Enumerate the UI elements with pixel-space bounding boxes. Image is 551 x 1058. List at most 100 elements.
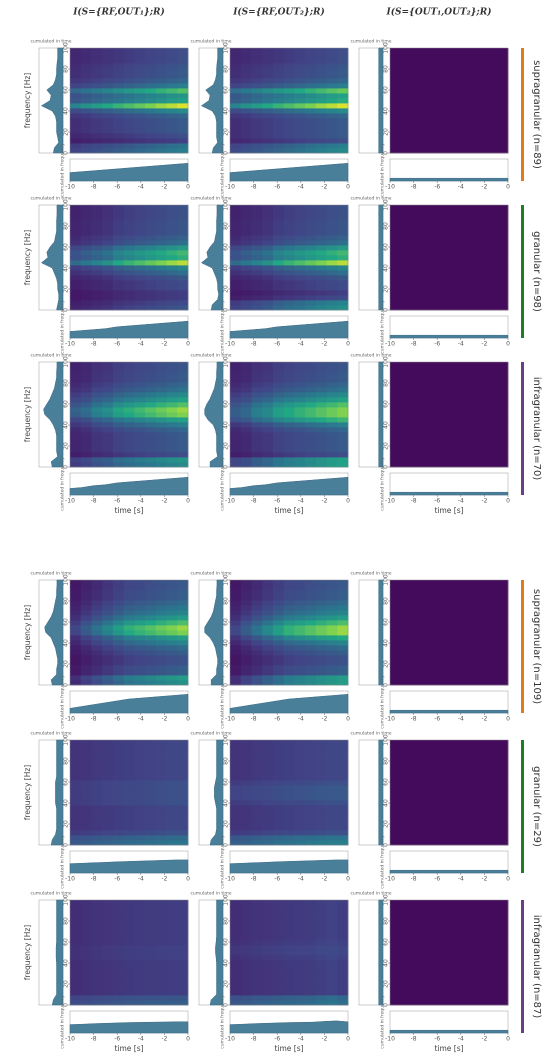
heatmap-cell — [145, 795, 156, 800]
heatmap-cell — [454, 940, 465, 945]
heatmap-cell — [337, 625, 348, 630]
heatmap-cell — [102, 290, 113, 295]
heatmap-cell — [262, 295, 273, 300]
x-tick-label: -10 — [225, 876, 235, 883]
heatmap-cell — [411, 595, 422, 600]
heatmap-cell — [124, 230, 135, 235]
heatmap-cell — [465, 240, 476, 245]
heatmap-cell — [465, 620, 476, 625]
heatmap-cell — [476, 620, 487, 625]
heatmap-cell — [230, 925, 241, 930]
heatmap-cell — [145, 585, 156, 590]
heatmap-cell — [81, 935, 92, 940]
heatmap-cell — [327, 955, 338, 960]
heatmap-cell — [262, 625, 273, 630]
heatmap-cell — [497, 650, 508, 655]
heatmap-cell — [316, 93, 327, 98]
heatmap-cell — [476, 760, 487, 765]
heatmap-cell — [167, 53, 178, 58]
heatmap-cell — [70, 362, 81, 367]
heatmap-cell — [284, 935, 295, 940]
heatmap-cell — [145, 640, 156, 645]
heatmap-cell — [145, 53, 156, 58]
heatmap-cell — [177, 585, 188, 590]
heatmap-cell — [70, 432, 81, 437]
heatmap-cell — [390, 630, 401, 635]
heatmap-cell — [262, 300, 273, 305]
heatmap-cell — [102, 955, 113, 960]
heatmap-cell — [444, 133, 455, 138]
heatmap-cell — [167, 775, 178, 780]
heatmap-cell — [81, 1000, 92, 1005]
heatmap-cell — [454, 675, 465, 680]
heatmap-cell — [294, 367, 305, 372]
heatmap-cell — [465, 615, 476, 620]
x-tick-label: -4 — [298, 184, 304, 191]
heatmap-cell — [145, 437, 156, 442]
heatmap-cell — [454, 840, 465, 845]
heatmap-cell — [113, 58, 124, 63]
heatmap-cell — [497, 48, 508, 53]
heatmap-cell — [465, 93, 476, 98]
heatmap-cell — [167, 840, 178, 845]
heatmap-cell — [167, 675, 178, 680]
heatmap-cell — [167, 235, 178, 240]
heatmap-cell — [262, 53, 273, 58]
heatmap-cell — [102, 275, 113, 280]
heatmap-cell — [102, 362, 113, 367]
heatmap-cell — [262, 630, 273, 635]
heatmap-cell — [70, 462, 81, 467]
heatmap-cell — [134, 805, 145, 810]
heatmap-cell — [305, 615, 316, 620]
heatmap-cell — [327, 825, 338, 830]
heatmap-cell — [284, 590, 295, 595]
heatmap-cell — [134, 765, 145, 770]
heatmap-cell — [454, 432, 465, 437]
heatmap-cell — [305, 225, 316, 230]
heatmap-cell — [124, 53, 135, 58]
heatmap-cell — [102, 138, 113, 143]
heatmap-cell — [444, 745, 455, 750]
y-tick-label: 40 — [383, 799, 390, 807]
heatmap-cell — [230, 220, 241, 225]
heatmap-cell — [262, 88, 273, 93]
x-tick-label: -2 — [481, 1036, 487, 1043]
heatmap-cell — [454, 950, 465, 955]
heatmap-cell — [316, 620, 327, 625]
heatmap-cell — [145, 397, 156, 402]
heatmap-cell — [433, 580, 444, 585]
heatmap-cell — [241, 68, 252, 73]
heatmap-cell — [113, 645, 124, 650]
heatmap-cell — [487, 462, 498, 467]
heatmap-cell — [91, 740, 102, 745]
y-tick-label: 40 — [63, 421, 70, 429]
heatmap-cell — [262, 940, 273, 945]
heatmap-cell — [487, 665, 498, 670]
heatmap-cell — [327, 785, 338, 790]
heatmap-cell — [241, 295, 252, 300]
heatmap-cell — [476, 245, 487, 250]
heatmap-cell — [156, 635, 167, 640]
heatmap-cell — [497, 660, 508, 665]
heatmap-cell — [411, 427, 422, 432]
heatmap-cell — [91, 108, 102, 113]
heatmap-cell — [124, 138, 135, 143]
heatmap-cell — [305, 985, 316, 990]
heatmap-cell — [422, 402, 433, 407]
y-tick-label: 80 — [383, 757, 390, 765]
heatmap-cell — [390, 103, 401, 108]
heatmap-cell — [241, 148, 252, 153]
heatmap-cell — [284, 265, 295, 270]
y-axis-label: frequency [Hz] — [23, 230, 32, 286]
heatmap-cell — [401, 225, 412, 230]
heatmap-cell — [91, 940, 102, 945]
heatmap-cell — [422, 372, 433, 377]
heatmap-cell — [401, 990, 412, 995]
heatmap-cell — [337, 138, 348, 143]
heatmap-cell — [305, 945, 316, 950]
heatmap-cell — [294, 362, 305, 367]
heatmap-cell — [316, 377, 327, 382]
heatmap-cell — [487, 780, 498, 785]
heatmap-cell — [262, 610, 273, 615]
heatmap-cell — [91, 300, 102, 305]
